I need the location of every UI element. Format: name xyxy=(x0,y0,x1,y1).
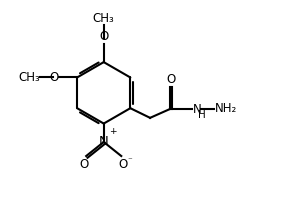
Text: O: O xyxy=(49,71,58,84)
Text: CH₃: CH₃ xyxy=(93,12,115,25)
Text: NH₂: NH₂ xyxy=(215,102,237,115)
Text: N: N xyxy=(193,103,202,116)
Text: +: + xyxy=(109,127,117,136)
Text: O: O xyxy=(167,73,176,86)
Text: ⁻: ⁻ xyxy=(128,156,133,166)
Text: O: O xyxy=(80,158,89,171)
Text: H: H xyxy=(198,110,206,120)
Text: O: O xyxy=(99,30,108,43)
Text: CH₃: CH₃ xyxy=(18,71,40,84)
Text: N: N xyxy=(99,135,109,148)
Text: O: O xyxy=(119,158,128,171)
